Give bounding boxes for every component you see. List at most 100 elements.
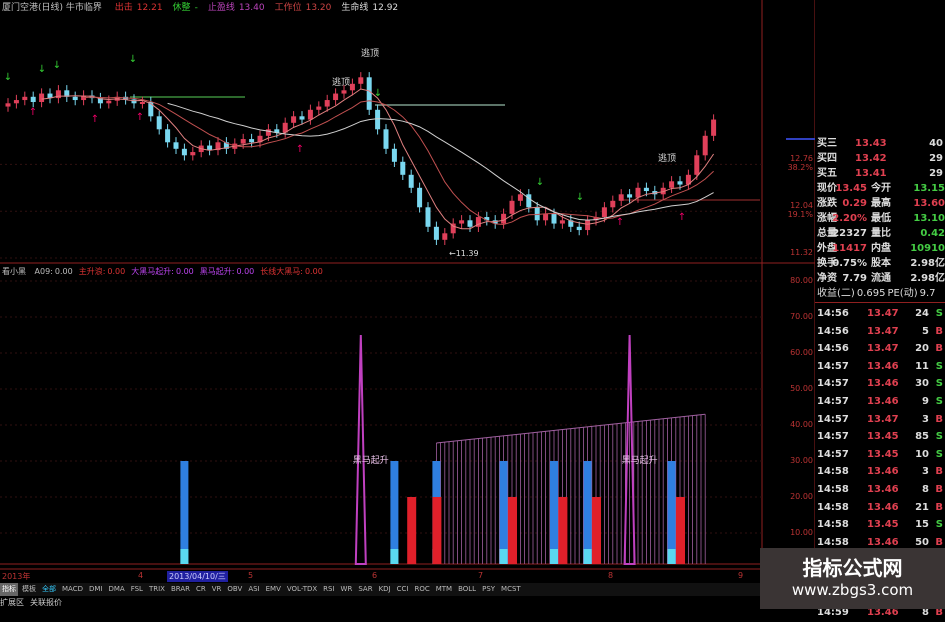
candle-up [282,122,288,133]
candle-down [400,161,406,175]
down-arrow-icon: ↓ [576,192,584,203]
candle-up [257,135,263,143]
tab-mcst[interactable]: MCST [501,585,521,593]
tick-time: 14:57 [817,378,849,390]
tick-volume: 85 [915,431,929,443]
indicator-axis-label: 20.00 [790,492,813,501]
tick-side: B [935,466,943,478]
tab-boll[interactable]: BOLL [458,585,477,593]
tick-time: 14:56 [817,325,849,337]
stat-value: 0.42 [920,228,945,239]
tab-dmi[interactable]: DMI [88,585,103,593]
tab-cci[interactable]: CCI [396,585,409,593]
tick-price: 13.46 [867,501,899,513]
tab-macd[interactable]: MACD [62,585,83,593]
price-axis-pct: 19.1% [787,210,813,220]
tick-price: 13.46 [867,360,899,372]
tab-obv[interactable]: OBV [227,585,243,593]
candle-down [64,90,70,97]
tab-mtm[interactable]: MTM [435,585,453,593]
down-arrow-icon: ↓ [38,64,46,75]
tick-volume: 11 [915,360,929,372]
selected-date: 2013/04/10/三 [167,571,228,582]
stat-row: 收益(二) 0.695 PE(动) 9.7 [815,286,945,301]
candle-up [593,217,599,221]
tick-row: 14:57 13.45 85 S [815,428,945,446]
down-arrow-icon: ↓ [536,177,544,188]
low-price-label: ←11.39 [449,249,479,258]
stat-label: 涨跌 [817,198,837,209]
candle-down [484,217,490,221]
order-book-row[interactable]: 买五 13.41 29 [815,166,945,181]
tick-time: 14:57 [817,395,849,407]
cyan-bar [390,549,399,564]
indicator-axis-label: 10.00 [790,528,813,537]
candle-up [660,187,666,195]
order-book-row[interactable]: 买三 13.43 40 [815,136,945,151]
stat-value: 13.10 [913,213,945,224]
red-bar [508,497,517,564]
candle-down [299,116,305,120]
stat-value: 22327 [832,228,867,239]
tick-price: 13.45 [867,431,899,443]
tick-side: S [935,431,943,443]
top-signal-label: 逃顶 [658,152,676,164]
tab-wr[interactable]: WR [340,585,353,593]
tab-sar[interactable]: SAR [358,585,373,593]
tab-指标[interactable]: 指标 [0,583,18,596]
tab-asi[interactable]: ASI [248,585,260,593]
candle-down [249,139,255,143]
tab-trix[interactable]: TRIX [148,585,165,593]
tick-time: 14:57 [817,448,849,460]
stat-label: 流通 [871,273,891,284]
candle-down [131,99,137,104]
tab-roc[interactable]: ROC [414,585,430,593]
bottom-tabs: 扩展区 关联报价 [0,597,68,608]
order-book-row[interactable]: 买四 13.42 29 [815,151,945,166]
moving-average-line [83,96,714,226]
tab-dma[interactable]: DMA [108,585,125,593]
candle-up [450,223,456,234]
stat-label: 最低 [871,213,891,224]
indicator-axis-label: 70.00 [790,312,813,321]
top-signal-label: 逃顶 [332,76,350,88]
stat-row: 现价 13.45 今开 13.15 [815,181,945,196]
stat-row: 总量 22327 量比 0.42 [815,226,945,241]
stat-value: 0.29 [842,198,867,209]
bottom-tab[interactable]: 关联报价 [30,598,62,607]
tab-emv[interactable]: EMV [265,585,281,593]
red-bar [592,497,601,564]
tab-cr[interactable]: CR [196,585,206,593]
tab-kdj[interactable]: KDJ [378,585,391,593]
stat-row: 涨跌 0.29 最高 13.60 [815,196,945,211]
tick-time: 14:57 [817,413,849,425]
stat-label: 今开 [871,183,891,194]
tick-time: 14:58 [817,536,849,548]
tab-rsi[interactable]: RSI [323,585,335,593]
tab-全部[interactable]: 全部 [42,585,56,593]
order-volume: 29 [929,168,943,179]
tab-vol-tdx[interactable]: VOL-TDX [286,585,318,593]
tab-psy[interactable]: PSY [482,585,496,593]
candle-up [39,93,45,102]
tick-row: 14:58 13.45 15 S [815,516,945,534]
tab-vr[interactable]: VR [211,585,222,593]
order-volume: 40 [929,138,943,149]
tick-time: 14:57 [817,360,849,372]
candle-up [610,200,616,208]
tab-模板[interactable]: 模板 [22,585,36,593]
header-indicator-value: - [194,3,198,13]
stat-row: 涨幅 2.20% 最低 13.10 [815,211,945,226]
candle-down [72,96,78,101]
tick-side: B [935,325,943,337]
tab-brar[interactable]: BRAR [170,585,190,593]
bottom-tab[interactable]: 扩展区 [0,598,24,607]
tick-volume: 3 [922,466,929,478]
candle-up [685,174,691,185]
blue-bar [667,461,676,564]
candle-up [358,77,364,84]
candle-up [55,90,61,99]
stat-value: 7.79 [842,273,867,284]
tab-fsl[interactable]: FSL [130,585,143,593]
